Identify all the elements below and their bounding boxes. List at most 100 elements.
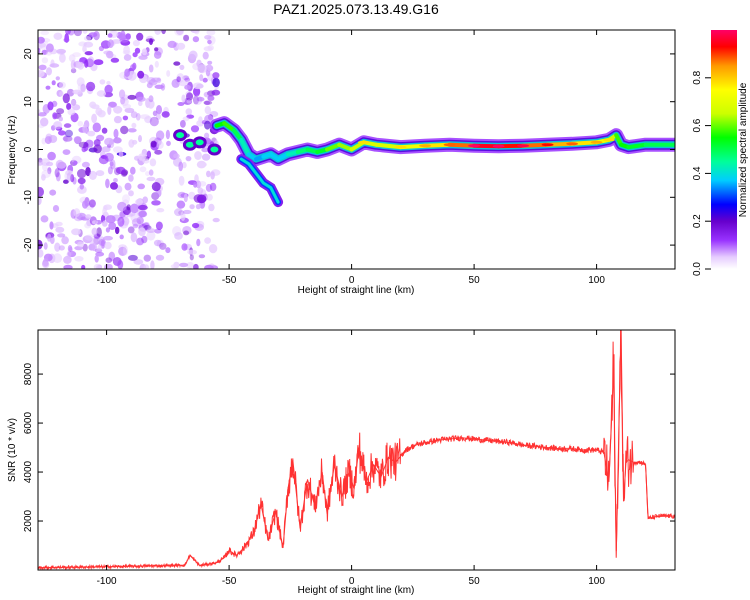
noise-speckle xyxy=(136,96,146,102)
noise-speckle xyxy=(87,56,95,67)
noise-speckle xyxy=(174,232,183,240)
noise-speckle xyxy=(145,171,150,177)
noise-speckle xyxy=(141,235,148,244)
noise-speckle xyxy=(137,153,146,161)
noise-speckle xyxy=(198,181,207,187)
chart-title: PAZ1.2025.073.13.49.G16 xyxy=(273,1,439,17)
noise-speckle xyxy=(204,237,212,244)
ridge-peak xyxy=(541,143,554,147)
noise-speckle xyxy=(139,166,147,173)
noise-speckle xyxy=(84,222,91,229)
noise-speckle xyxy=(123,54,132,61)
colorbar-ticks: 0.0 0.2 0.4 0.6 0.8 xyxy=(692,70,711,276)
noise-speckle xyxy=(47,101,54,111)
noise-speckle xyxy=(40,215,49,223)
noise-speckle xyxy=(188,191,196,200)
noise-speckle xyxy=(138,100,143,107)
noise-speckle xyxy=(77,168,87,179)
noise-speckle xyxy=(151,182,161,192)
noise-speckle xyxy=(72,52,81,58)
noise-speckle xyxy=(120,97,126,105)
noise-speckle xyxy=(130,166,136,175)
noise-speckle xyxy=(106,80,111,86)
noise-speckle xyxy=(128,139,135,148)
spectrogram-xlabel: Height of straight line (km) xyxy=(298,285,415,296)
noise-speckle xyxy=(128,174,134,182)
ridge-peak xyxy=(443,143,456,147)
noise-speckle xyxy=(135,198,144,206)
noise-speckle xyxy=(73,160,78,165)
noise-speckle xyxy=(77,61,85,70)
noise-speckle xyxy=(119,234,124,240)
noise-speckle xyxy=(49,63,60,68)
noise-speckle xyxy=(57,233,66,238)
noise-speckle xyxy=(93,139,101,147)
noise-speckle xyxy=(41,57,49,64)
ridge-peak xyxy=(468,144,481,148)
noise-speckle xyxy=(193,30,200,35)
noise-speckle xyxy=(155,113,161,120)
noise-speckle xyxy=(173,153,180,159)
noise-speckle xyxy=(136,32,144,41)
noise-speckle xyxy=(88,170,97,180)
noise-speckle xyxy=(82,45,87,53)
noise-speckle xyxy=(137,70,145,79)
noise-speckle xyxy=(206,193,213,201)
noise-speckle xyxy=(183,34,190,42)
noise-speckle xyxy=(59,91,64,97)
noise-speckle xyxy=(150,140,157,148)
y-tick-label: 0 xyxy=(23,146,34,152)
noise-speckle xyxy=(76,77,85,87)
noise-speckle xyxy=(77,177,86,185)
noise-speckle xyxy=(146,77,156,84)
noise-speckle xyxy=(150,260,155,269)
noise-speckle xyxy=(46,161,54,167)
noise-speckle xyxy=(199,74,204,82)
noise-speckle xyxy=(91,227,98,236)
noise-speckle xyxy=(95,107,103,116)
noise-speckle xyxy=(186,114,195,119)
snr-ylabel: SNR (10 * v/v) xyxy=(7,418,18,482)
noise-speckle xyxy=(161,111,170,118)
noise-speckle xyxy=(196,59,202,68)
noise-speckle xyxy=(124,107,135,113)
noise-speckle xyxy=(95,265,102,269)
noise-speckle xyxy=(77,185,87,194)
noise-speckle xyxy=(134,47,141,54)
noise-speckle xyxy=(93,263,103,269)
noise-speckle xyxy=(38,64,47,71)
noise-speckle xyxy=(170,264,178,269)
noise-speckle xyxy=(127,94,137,100)
noise-speckle xyxy=(187,249,198,255)
noise-speckle xyxy=(166,70,171,77)
noise-speckle xyxy=(51,80,56,86)
ridge-peak xyxy=(492,144,505,148)
noise-speckle xyxy=(61,236,69,245)
noise-speckle xyxy=(82,123,88,134)
noise-speckle xyxy=(38,157,43,163)
noise-speckle xyxy=(133,259,144,265)
noise-speckle xyxy=(138,210,148,218)
spectrogram-plot-area xyxy=(38,30,675,269)
ridge-core xyxy=(239,137,251,157)
noise-speckle xyxy=(137,208,147,218)
noise-speckle xyxy=(87,130,96,137)
blob xyxy=(185,141,194,148)
y-tick-label: 8000 xyxy=(23,363,34,386)
noise-speckle xyxy=(123,45,130,55)
noise-speckle xyxy=(212,77,220,88)
noise-speckle xyxy=(125,33,131,40)
noise-speckle xyxy=(196,194,207,204)
noise-speckle xyxy=(77,241,85,248)
noise-speckle xyxy=(38,161,43,167)
noise-speckle xyxy=(38,249,44,258)
noise-speckle xyxy=(80,83,86,93)
noise-speckle xyxy=(66,103,72,110)
noise-speckle xyxy=(184,77,191,82)
noise-speckle xyxy=(107,166,113,175)
noise-speckle xyxy=(121,94,129,101)
noise-speckle xyxy=(70,99,77,108)
noise-speckle xyxy=(183,193,188,203)
noise-speckle xyxy=(179,262,189,268)
